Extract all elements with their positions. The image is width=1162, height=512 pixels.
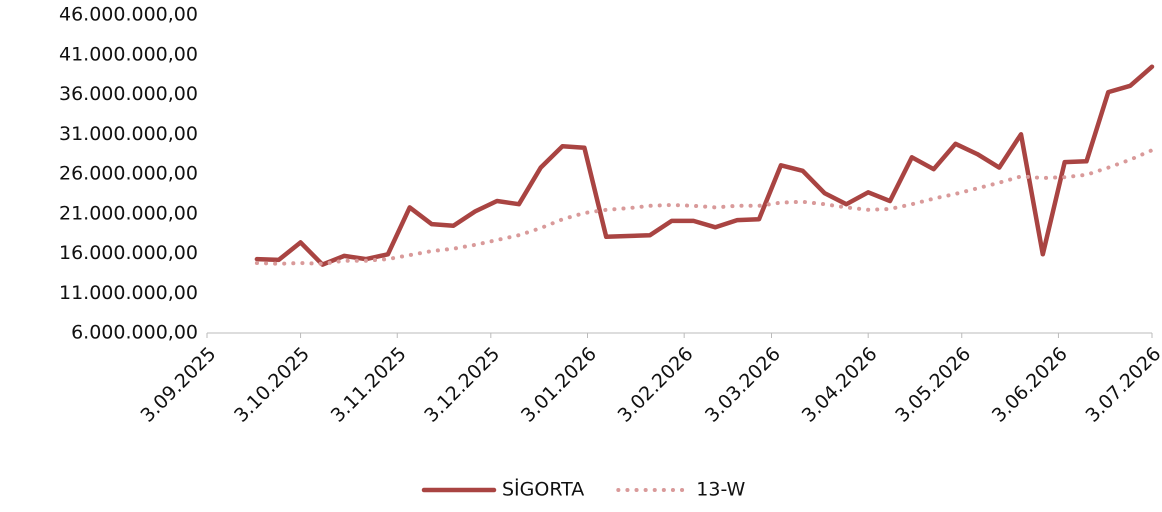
- x-tick-label: 3.10.2025: [230, 343, 314, 427]
- x-tick-label: 3.03.2026: [701, 343, 785, 427]
- y-tick-label: 6.000.000,00: [71, 322, 198, 344]
- y-tick-label: 46.000.000,00: [59, 4, 198, 26]
- y-tick-label: 31.000.000,00: [59, 123, 198, 145]
- y-tick-label: 16.000.000,00: [59, 242, 198, 264]
- series-line: [254, 64, 1155, 267]
- x-tick-label: 3.02.2026: [614, 343, 698, 427]
- y-tick-label: 41.000.000,00: [59, 43, 198, 65]
- x-tick-label: 3.11.2025: [327, 343, 411, 427]
- series-line: [254, 148, 1154, 266]
- x-tick-label: 3.04.2026: [798, 343, 882, 427]
- x-tick-label: 3.06.2026: [988, 343, 1072, 427]
- legend-label: SİGORTA: [502, 478, 584, 501]
- x-tick-label: 3.12.2025: [420, 343, 504, 427]
- y-tick-label: 26.000.000,00: [59, 163, 198, 185]
- legend-label: 13-W: [696, 479, 745, 501]
- x-tick-label: 3.07.2026: [1081, 343, 1162, 427]
- y-tick-label: 11.000.000,00: [59, 282, 198, 304]
- y-tick-label: 21.000.000,00: [59, 202, 198, 224]
- y-tick-label: 36.000.000,00: [59, 83, 198, 105]
- x-tick-label: 3.09.2025: [136, 343, 220, 427]
- x-tick-label: 3.05.2026: [891, 343, 975, 427]
- x-tick-label: 3.01.2026: [517, 343, 601, 427]
